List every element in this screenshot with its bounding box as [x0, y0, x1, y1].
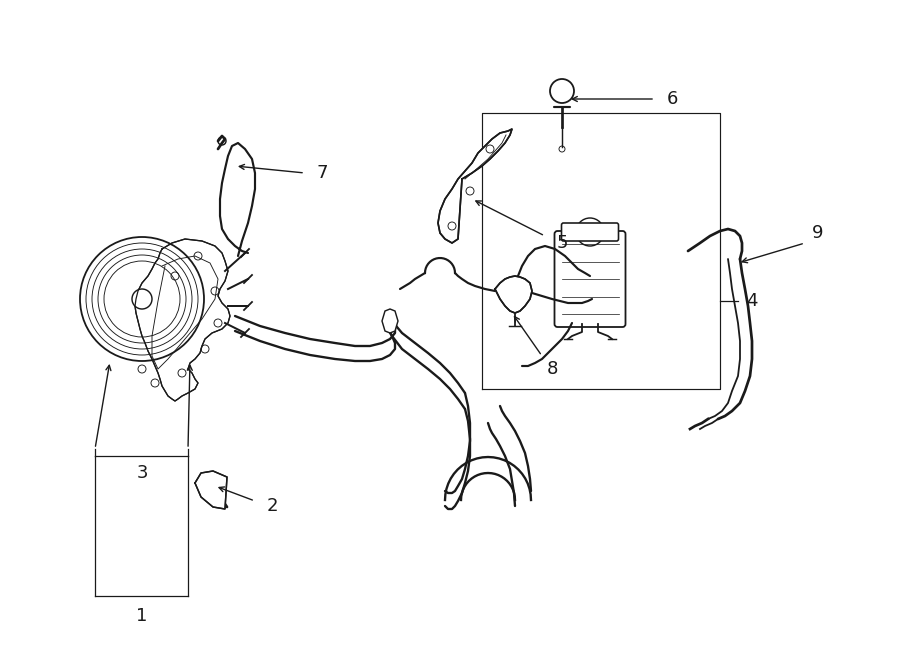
Polygon shape [135, 239, 230, 401]
FancyBboxPatch shape [562, 223, 618, 241]
Polygon shape [382, 309, 398, 333]
Text: 5: 5 [556, 234, 568, 252]
Text: 8: 8 [546, 360, 558, 378]
Text: 3: 3 [136, 464, 148, 482]
Circle shape [550, 79, 574, 103]
Polygon shape [438, 129, 512, 243]
Circle shape [132, 289, 152, 309]
Text: 2: 2 [266, 497, 278, 515]
Polygon shape [195, 471, 227, 509]
Text: 4: 4 [746, 292, 758, 310]
Text: 7: 7 [316, 164, 328, 182]
FancyBboxPatch shape [554, 231, 626, 327]
Text: 1: 1 [136, 607, 148, 625]
Polygon shape [495, 276, 532, 313]
Text: 6: 6 [666, 90, 678, 108]
Text: 9: 9 [812, 224, 824, 242]
